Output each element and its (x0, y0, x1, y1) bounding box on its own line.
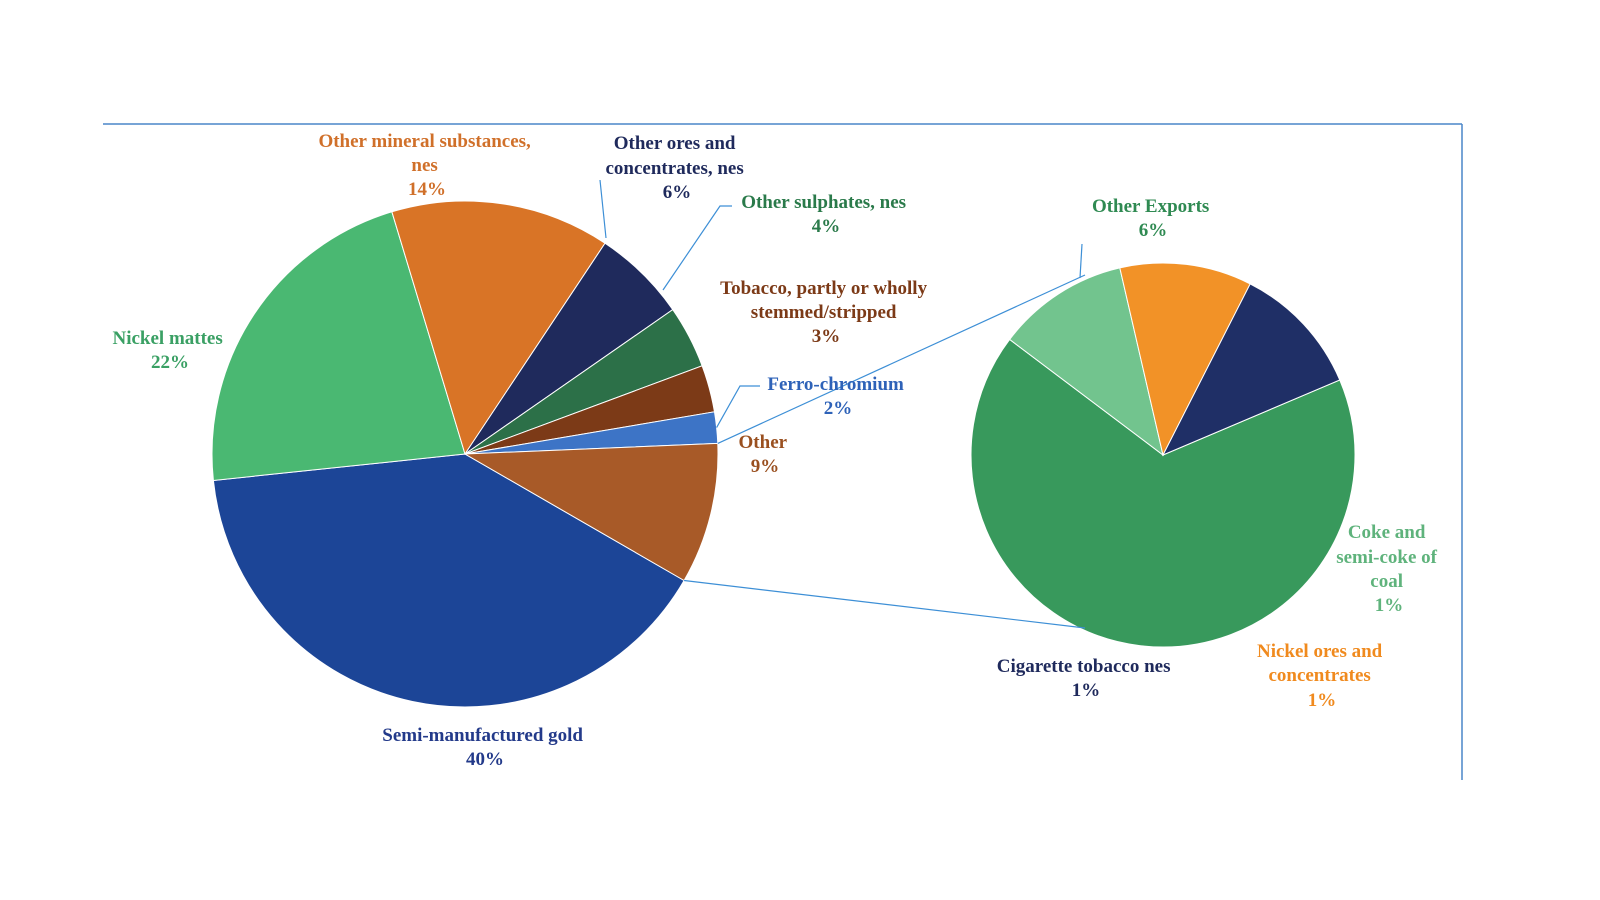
leader-ferro-chromium (716, 385, 760, 428)
label-nickel-ores: Nickel ores and concentrates 1% (1257, 641, 1387, 711)
label-leader-lines (599, 179, 1083, 428)
label-cigarette-tobacco: Cigarette tobacco nes 1% (997, 656, 1176, 701)
main-slice-semi-manufactured-gold (212, 453, 685, 708)
label-semi-manufactured-gold: Semi-manufactured gold 40% (382, 725, 587, 770)
secondary-slice-cigarette-tobacco-nes (1161, 283, 1341, 456)
secondary-pie (970, 262, 1356, 648)
label-other-mineral-substances: Other mineral substances, nes 14% (318, 131, 535, 200)
connector-line-top (717, 274, 1086, 444)
secondary-slice-coke-and-semi-coke-of-coal (1008, 267, 1164, 457)
pie-connector-lines (684, 274, 1086, 629)
main-pie (211, 200, 719, 708)
connector-line-bottom (684, 579, 1086, 629)
leader-other-exports (1079, 243, 1083, 279)
leader-other-ores-and-concentrates-nes (599, 179, 607, 239)
main-slice-nickel-mattes (211, 211, 466, 481)
label-nickel-mattes: Nickel mattes 22% (112, 328, 227, 373)
label-other: Other 9% (739, 432, 792, 477)
secondary-slice-nickel-ores-and-concentrates (1119, 262, 1251, 457)
label-other-sulphates: Other sulphates, nes 4% (741, 192, 911, 237)
leader-other-sulphates-nes (662, 205, 732, 291)
label-other-exports: Other Exports 6% (1092, 196, 1214, 241)
label-tobacco-stemmed: Tobacco, partly or wholly stemmed/stripp… (720, 278, 932, 347)
secondary-slice-other-exports (970, 338, 1356, 648)
label-ferro-chromium: Ferro-chromium 2% (767, 374, 908, 419)
label-coke-semi-coke: Coke and semi-coke of coal 1% (1336, 522, 1442, 616)
main-slice-other-mineral-substances-nes (391, 200, 606, 456)
main-slice-other (463, 442, 719, 582)
label-other-ores-concentrates: Other ores and concentrates, nes 6% (606, 133, 749, 203)
